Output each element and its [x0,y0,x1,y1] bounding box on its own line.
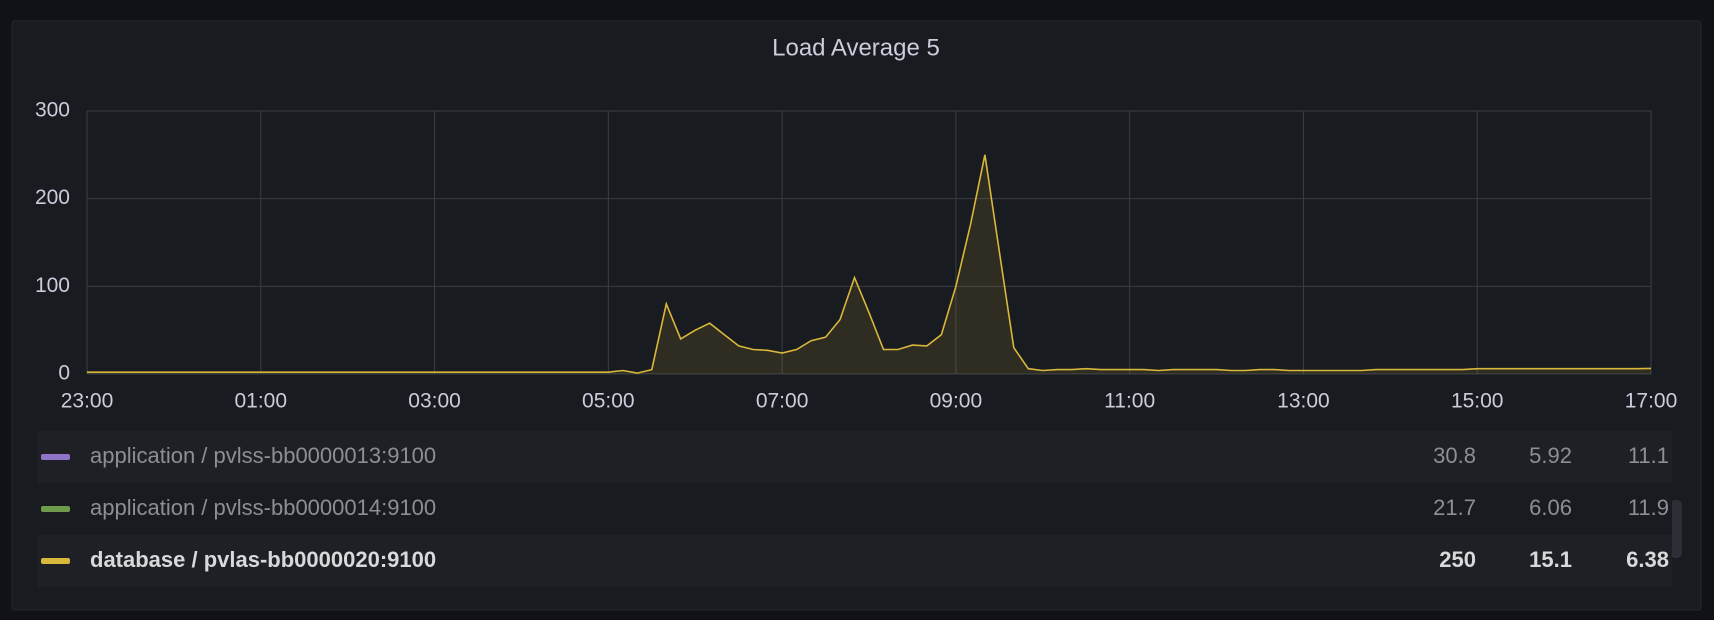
legend-value: 30.8 [1433,443,1476,468]
legend-value: 6.38 [1626,547,1669,572]
series-line [87,154,1652,374]
y-tick-label: 200 [35,186,70,209]
legend-value: 15.1 [1529,547,1572,572]
y-tick-label: 0 [58,362,70,385]
legend-swatch [41,558,70,564]
chart-title: Load Average 5 [772,34,940,61]
x-tick-label: 11:00 [1104,390,1155,413]
legend-row[interactable] [38,431,1672,483]
series-area [87,154,1651,374]
x-tick-label: 17:00 [1625,390,1678,413]
x-tick-label: 03:00 [408,390,461,413]
legend-value: 6.06 [1529,495,1572,520]
x-tick-label: 05:00 [582,390,635,413]
x-tick-label: 23:00 [61,390,114,413]
legend-swatch [41,506,70,512]
x-tick-label: 15:00 [1451,390,1504,413]
y-tick-label: 300 [35,99,70,122]
legend-row[interactable] [38,483,1672,535]
legend-swatch [41,454,70,460]
x-tick-label: 13:00 [1277,390,1330,413]
x-tick-label: 01:00 [234,390,287,413]
legend-value: 21.7 [1433,495,1476,520]
legend-value: 11.1 [1628,443,1669,468]
legend-label: application / pvlss-bb0000014:9100 [90,495,436,520]
scrollbar[interactable] [1670,500,1682,558]
legend-label: database / pvlas-bb0000020:9100 [90,547,436,572]
legend-label: application / pvlss-bb0000013:9100 [90,443,436,468]
legend-value: 11.9 [1628,495,1669,520]
x-tick-label: 09:00 [930,390,983,413]
x-tick-label: 07:00 [756,390,809,413]
legend-row[interactable] [38,535,1672,587]
y-tick-label: 100 [35,274,70,297]
legend-value: 5.92 [1529,443,1572,468]
legend-value: 250 [1439,547,1476,572]
